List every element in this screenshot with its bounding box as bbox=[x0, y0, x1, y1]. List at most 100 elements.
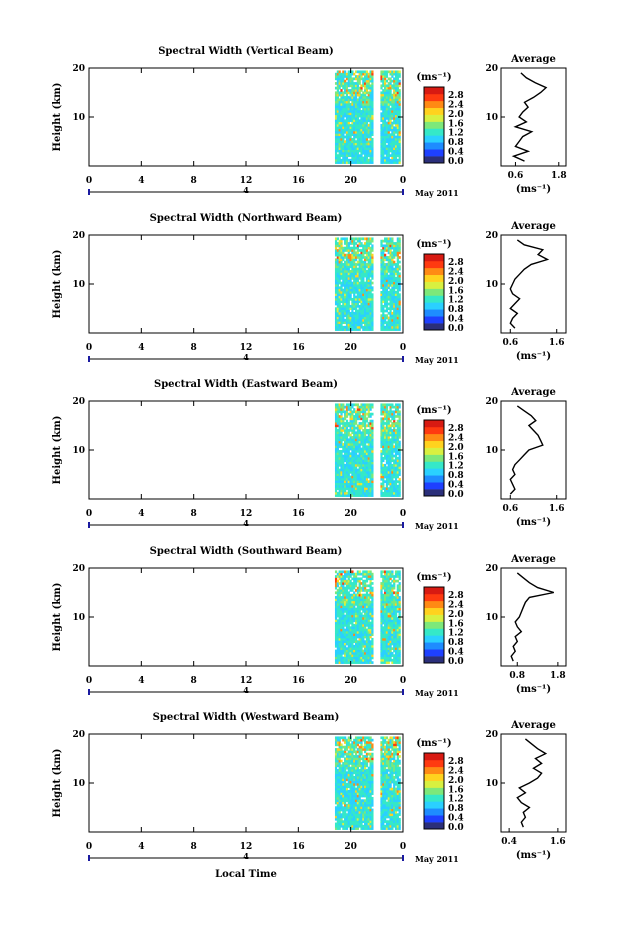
heatmap-cell bbox=[399, 603, 401, 606]
heatmap-cell bbox=[371, 469, 373, 472]
heatmap-cell bbox=[399, 659, 401, 662]
colorbar-tick-label: 0.0 bbox=[448, 657, 464, 667]
heatmap-cell bbox=[371, 406, 373, 409]
heatmap-cell bbox=[399, 608, 401, 611]
heatmap-cell bbox=[397, 591, 399, 594]
heatmap-cell bbox=[348, 450, 350, 453]
heatmap-cell bbox=[371, 240, 373, 243]
heatmap-cell bbox=[371, 131, 373, 134]
heatmap-cell bbox=[371, 624, 373, 627]
heatmap-cell bbox=[399, 485, 401, 488]
heatmap-cell bbox=[371, 70, 373, 73]
heatmap-field bbox=[335, 403, 401, 497]
heatmap-cell bbox=[399, 110, 401, 113]
heatmap-cell bbox=[360, 89, 362, 92]
heatmap-cell bbox=[340, 89, 342, 92]
heatmap-cell bbox=[399, 645, 401, 648]
heatmap-cell bbox=[371, 133, 373, 136]
colorbar-swatch bbox=[424, 441, 444, 448]
heatmap-cell bbox=[391, 258, 393, 261]
heatmap-cell bbox=[369, 279, 371, 282]
heatmap-cell bbox=[337, 96, 339, 99]
heatmap-cell bbox=[371, 587, 373, 590]
heatmap-cell bbox=[371, 152, 373, 155]
heatmap-cell bbox=[366, 122, 368, 125]
heatmap-cell bbox=[371, 129, 373, 132]
heatmap-cell bbox=[371, 98, 373, 101]
heatmap-cell bbox=[344, 490, 346, 493]
heatmap-cell bbox=[366, 70, 368, 73]
average-frame bbox=[501, 68, 566, 166]
heatmap-cell bbox=[348, 303, 350, 306]
heatmap-cell bbox=[384, 77, 386, 80]
heatmap-cell bbox=[371, 490, 373, 493]
heatmap-cell bbox=[337, 284, 339, 287]
heatmap-cell bbox=[399, 159, 401, 162]
heatmap-cell bbox=[371, 589, 373, 592]
heatmap-cell bbox=[351, 643, 353, 646]
heatmap-cell bbox=[393, 256, 395, 259]
heatmap-cell bbox=[340, 452, 342, 455]
heatmap-cell bbox=[340, 413, 342, 416]
heatmap-cell bbox=[360, 577, 362, 580]
heatmap-cell bbox=[351, 80, 353, 83]
heatmap-cell bbox=[399, 575, 401, 578]
heatmap-cell bbox=[371, 303, 373, 306]
heatmap-cell bbox=[371, 441, 373, 444]
chart-panel: Spectral Width (Southward Beam)1020Heigh… bbox=[52, 546, 566, 698]
heatmap-cell bbox=[348, 591, 350, 594]
heatmap-cell bbox=[369, 636, 371, 639]
heatmap-cell bbox=[348, 431, 350, 434]
heatmap-cell bbox=[335, 577, 337, 580]
heatmap-cell bbox=[393, 417, 395, 420]
heatmap-cell bbox=[380, 624, 382, 627]
heatmap-cell bbox=[399, 289, 401, 292]
heatmap-cell bbox=[359, 91, 361, 94]
heatmap-cell bbox=[371, 450, 373, 453]
x-tick-label: 0 bbox=[400, 676, 406, 686]
heatmap-cell bbox=[399, 317, 401, 320]
heatmap-cell bbox=[371, 494, 373, 497]
heatmap-cell bbox=[359, 82, 361, 85]
heatmap-cell bbox=[371, 263, 373, 266]
heatmap-cell bbox=[380, 462, 382, 465]
average-title: Average bbox=[510, 554, 556, 565]
heatmap-cell bbox=[371, 492, 373, 495]
heatmap-cell bbox=[348, 624, 350, 627]
heatmap-cell bbox=[371, 631, 373, 634]
heatmap-cell bbox=[397, 258, 399, 261]
heatmap-cell bbox=[399, 103, 401, 106]
heatmap-cell bbox=[364, 434, 366, 437]
month-label: May 2011 bbox=[415, 688, 459, 698]
heatmap-cell bbox=[380, 303, 382, 306]
heatmap-cell bbox=[371, 420, 373, 423]
heatmap-cell bbox=[399, 422, 401, 425]
heatmap-cell bbox=[399, 112, 401, 115]
x-tick-label: 0 bbox=[86, 343, 92, 353]
heatmap-cell bbox=[371, 300, 373, 303]
heatmap-cell bbox=[380, 573, 382, 576]
colorbar-swatch bbox=[424, 587, 444, 594]
heatmap-cell bbox=[359, 445, 361, 448]
heatmap-cell bbox=[371, 89, 373, 92]
heatmap-cell bbox=[344, 645, 346, 648]
heatmap-cell bbox=[399, 75, 401, 78]
average-unit: (ms⁻¹) bbox=[516, 184, 551, 195]
heatmap-cell bbox=[391, 265, 393, 268]
average-x-tick-label: 1.6 bbox=[549, 338, 565, 348]
average-title: Average bbox=[510, 387, 556, 398]
heatmap-cell bbox=[399, 312, 401, 315]
chart-title: Spectral Width (Northward Beam) bbox=[150, 213, 343, 224]
heatmap-cell bbox=[399, 133, 401, 136]
heatmap-cell bbox=[350, 408, 352, 411]
heatmap-cell bbox=[342, 317, 344, 320]
heatmap-cell bbox=[371, 126, 373, 129]
heatmap-cell bbox=[399, 459, 401, 462]
heatmap-cell bbox=[353, 591, 355, 594]
heatmap-cell bbox=[335, 240, 337, 243]
heatmap-cell bbox=[386, 80, 388, 83]
heatmap-cell bbox=[371, 464, 373, 467]
heatmap-cell bbox=[382, 478, 384, 481]
heatmap-cell bbox=[346, 415, 348, 418]
heatmap-cell bbox=[371, 445, 373, 448]
